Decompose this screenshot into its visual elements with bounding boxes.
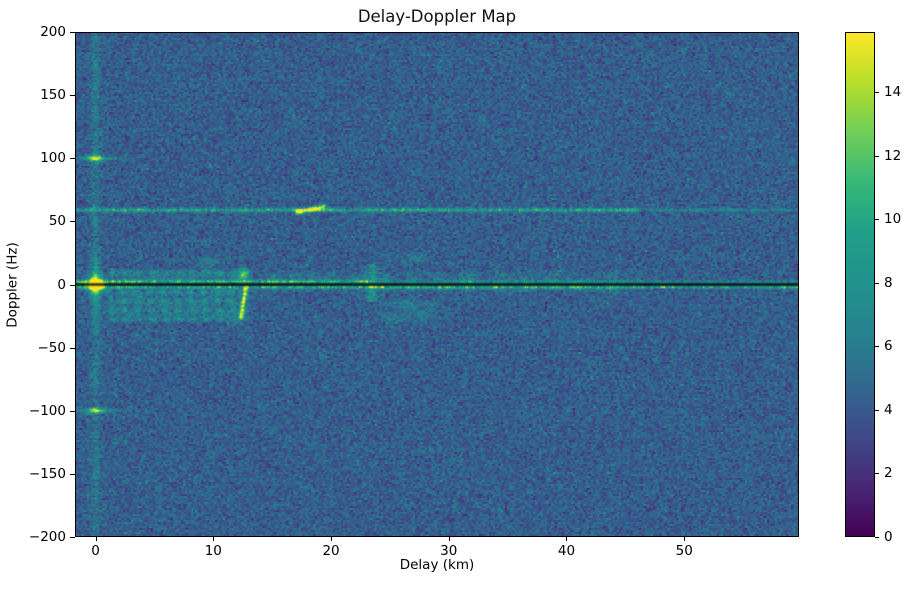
- x-tick-label: 50: [675, 543, 693, 559]
- colorbar-tick-mark: [875, 282, 879, 284]
- heatmap-canvas: [75, 32, 799, 537]
- colorbar-tick-label: 2: [884, 465, 893, 482]
- colorbar-tick-label: 6: [884, 338, 893, 355]
- colorbar-tick-label: 0: [884, 529, 893, 545]
- y-tick-mark: [70, 95, 75, 97]
- y-tick-label: 50: [48, 213, 66, 230]
- colorbar-tick-mark: [875, 219, 879, 221]
- y-tick-mark: [70, 158, 75, 160]
- y-tick-label: −150: [28, 465, 66, 482]
- colorbar-tick-mark: [875, 409, 879, 411]
- x-tick-label: 20: [322, 543, 340, 559]
- colorbar-tick-label: 14: [884, 84, 902, 101]
- x-tick-mark: [95, 537, 97, 541]
- y-tick-label: 0: [57, 276, 66, 293]
- x-tick-label: 10: [204, 543, 222, 559]
- colorbar-tick-mark: [875, 537, 879, 538]
- y-tick-mark: [70, 32, 75, 33]
- y-tick-label: −100: [28, 402, 66, 419]
- colorbar-tick-mark: [875, 92, 879, 94]
- colorbar-tick-mark: [875, 346, 879, 348]
- y-tick-mark: [70, 410, 75, 412]
- y-tick-label: −200: [28, 529, 66, 545]
- colorbar-tick-mark: [875, 473, 879, 475]
- x-tick-label: 40: [557, 543, 576, 559]
- x-tick-mark: [331, 537, 333, 541]
- x-tick-mark: [684, 537, 686, 541]
- colorbar-tick-label: 10: [884, 211, 902, 228]
- colorbar: [845, 32, 875, 537]
- x-tick-label: 30: [440, 543, 458, 559]
- y-tick-label: 150: [40, 87, 66, 104]
- x-tick-mark: [566, 537, 568, 541]
- x-tick-mark: [213, 537, 215, 541]
- colorbar-tick-mark: [875, 155, 879, 157]
- y-tick-label: 100: [40, 150, 66, 167]
- x-tick-mark: [448, 537, 450, 541]
- y-tick-label: −50: [37, 339, 67, 356]
- x-tick-label: 0: [91, 543, 100, 559]
- chart-title: Delay-Doppler Map: [357, 7, 517, 26]
- y-tick-mark: [70, 473, 75, 475]
- y-tick-mark: [70, 347, 75, 349]
- y-tick-mark: [70, 537, 75, 538]
- colorbar-tick-label: 4: [884, 401, 893, 418]
- colorbar-tick-label: 8: [884, 274, 893, 291]
- y-tick-label: 200: [40, 24, 66, 40]
- y-tick-mark: [70, 284, 75, 286]
- x-axis-label: Delay (km): [399, 557, 475, 573]
- y-tick-mark: [70, 221, 75, 223]
- colorbar-tick-label: 12: [884, 147, 902, 164]
